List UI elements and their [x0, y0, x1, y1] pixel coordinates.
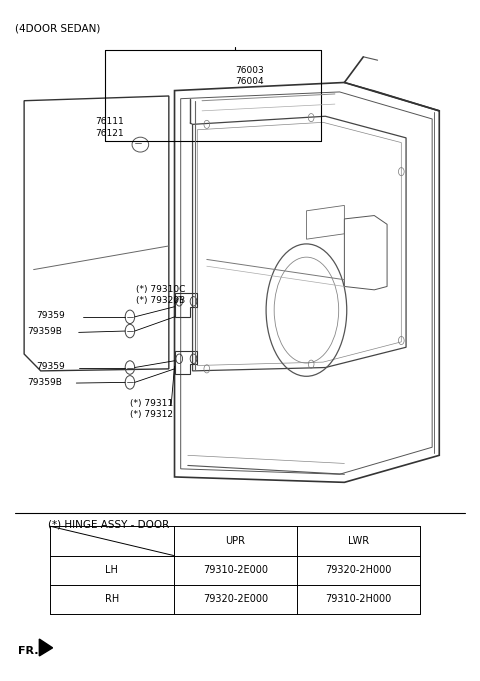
- Text: 79359: 79359: [36, 362, 65, 370]
- Text: 79359B: 79359B: [27, 327, 62, 336]
- Text: 79310-2H000: 79310-2H000: [325, 595, 392, 605]
- Text: 79320-2H000: 79320-2H000: [325, 565, 392, 575]
- Text: 76121: 76121: [96, 129, 124, 138]
- Text: 76111: 76111: [96, 117, 124, 126]
- Text: 79359: 79359: [36, 311, 65, 320]
- Text: RH: RH: [105, 595, 119, 605]
- Text: (*) 79311: (*) 79311: [130, 399, 173, 408]
- Text: 76004: 76004: [235, 78, 264, 86]
- Polygon shape: [39, 639, 53, 656]
- Text: (*) HINGE ASSY - DOOR: (*) HINGE ASSY - DOOR: [48, 519, 169, 529]
- Text: (*) 79320B: (*) 79320B: [136, 296, 185, 305]
- Text: UPR: UPR: [225, 536, 245, 546]
- Text: LH: LH: [106, 565, 119, 575]
- Text: (*) 79312: (*) 79312: [130, 410, 173, 419]
- Text: 79310-2E000: 79310-2E000: [203, 565, 268, 575]
- Text: (4DOOR SEDAN): (4DOOR SEDAN): [14, 23, 100, 33]
- Text: 79359B: 79359B: [27, 378, 62, 387]
- Text: 76003: 76003: [235, 66, 264, 75]
- Text: (*) 79310C: (*) 79310C: [136, 285, 185, 294]
- Text: FR.: FR.: [18, 646, 39, 656]
- Text: LWR: LWR: [348, 536, 369, 546]
- Text: 79320-2E000: 79320-2E000: [203, 595, 268, 605]
